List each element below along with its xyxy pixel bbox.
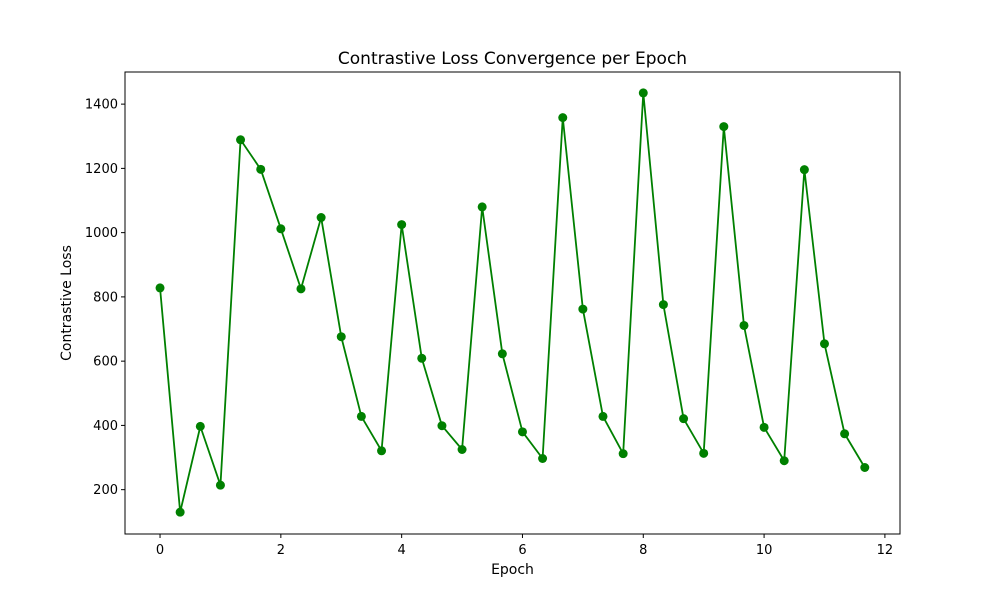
data-point: [437, 421, 447, 431]
data-point: [256, 164, 266, 174]
data-point: [155, 283, 165, 293]
plot-series: [155, 88, 870, 517]
y-tick-label: 1000: [85, 226, 118, 241]
data-point: [377, 446, 387, 456]
data-point: [417, 353, 427, 363]
data-point: [296, 284, 306, 294]
data-point: [215, 480, 225, 490]
x-tick-label: 2: [277, 543, 285, 558]
data-point: [860, 462, 870, 472]
y-tick-label: 1400: [85, 98, 118, 113]
x-tick-label: 6: [518, 543, 526, 558]
data-point: [598, 411, 608, 421]
y-axis-label: Contrastive Loss: [59, 245, 75, 361]
plot-frame: [124, 71, 901, 535]
x-tick-label: 0: [156, 543, 164, 558]
data-point: [477, 202, 487, 212]
data-point: [799, 165, 809, 175]
x-tick-label: 10: [756, 543, 773, 558]
x-axis-label: Epoch: [491, 562, 534, 578]
data-point: [276, 224, 286, 234]
data-point: [819, 339, 829, 349]
y-axis-ticks: 200 400 600 800 1000 1200 1400: [85, 98, 125, 498]
data-point: [679, 414, 689, 424]
data-point: [316, 213, 326, 223]
data-point: [638, 88, 648, 98]
y-tick-label: 1200: [85, 162, 118, 177]
data-point: [175, 507, 185, 517]
x-tick-label: 8: [639, 543, 647, 558]
data-point: [739, 320, 749, 330]
y-tick-label: 200: [93, 483, 118, 498]
data-point: [779, 456, 789, 466]
data-point: [336, 332, 346, 342]
x-tick-label: 4: [398, 543, 406, 558]
data-point: [719, 122, 729, 132]
data-point: [195, 421, 205, 431]
y-tick-label: 400: [93, 419, 118, 434]
data-point: [538, 453, 548, 463]
data-point: [699, 448, 709, 458]
data-point: [517, 427, 527, 437]
data-point: [578, 304, 588, 314]
data-point: [759, 422, 769, 432]
data-point: [658, 300, 668, 310]
data-point: [558, 113, 568, 123]
data-point: [236, 135, 246, 145]
series-line: [159, 91, 866, 514]
y-tick-label: 800: [93, 290, 118, 305]
x-tick-label: 12: [877, 543, 894, 558]
x-axis-ticks: 0 2 4 6 8 10 12: [156, 534, 893, 558]
chart-title: Contrastive Loss Convergence per Epoch: [338, 49, 687, 69]
data-point: [618, 449, 628, 459]
data-point: [497, 349, 507, 359]
y-tick-label: 600: [93, 355, 118, 370]
data-point: [397, 220, 407, 230]
data-point: [457, 445, 467, 455]
data-point: [840, 429, 850, 439]
data-point: [356, 411, 366, 421]
